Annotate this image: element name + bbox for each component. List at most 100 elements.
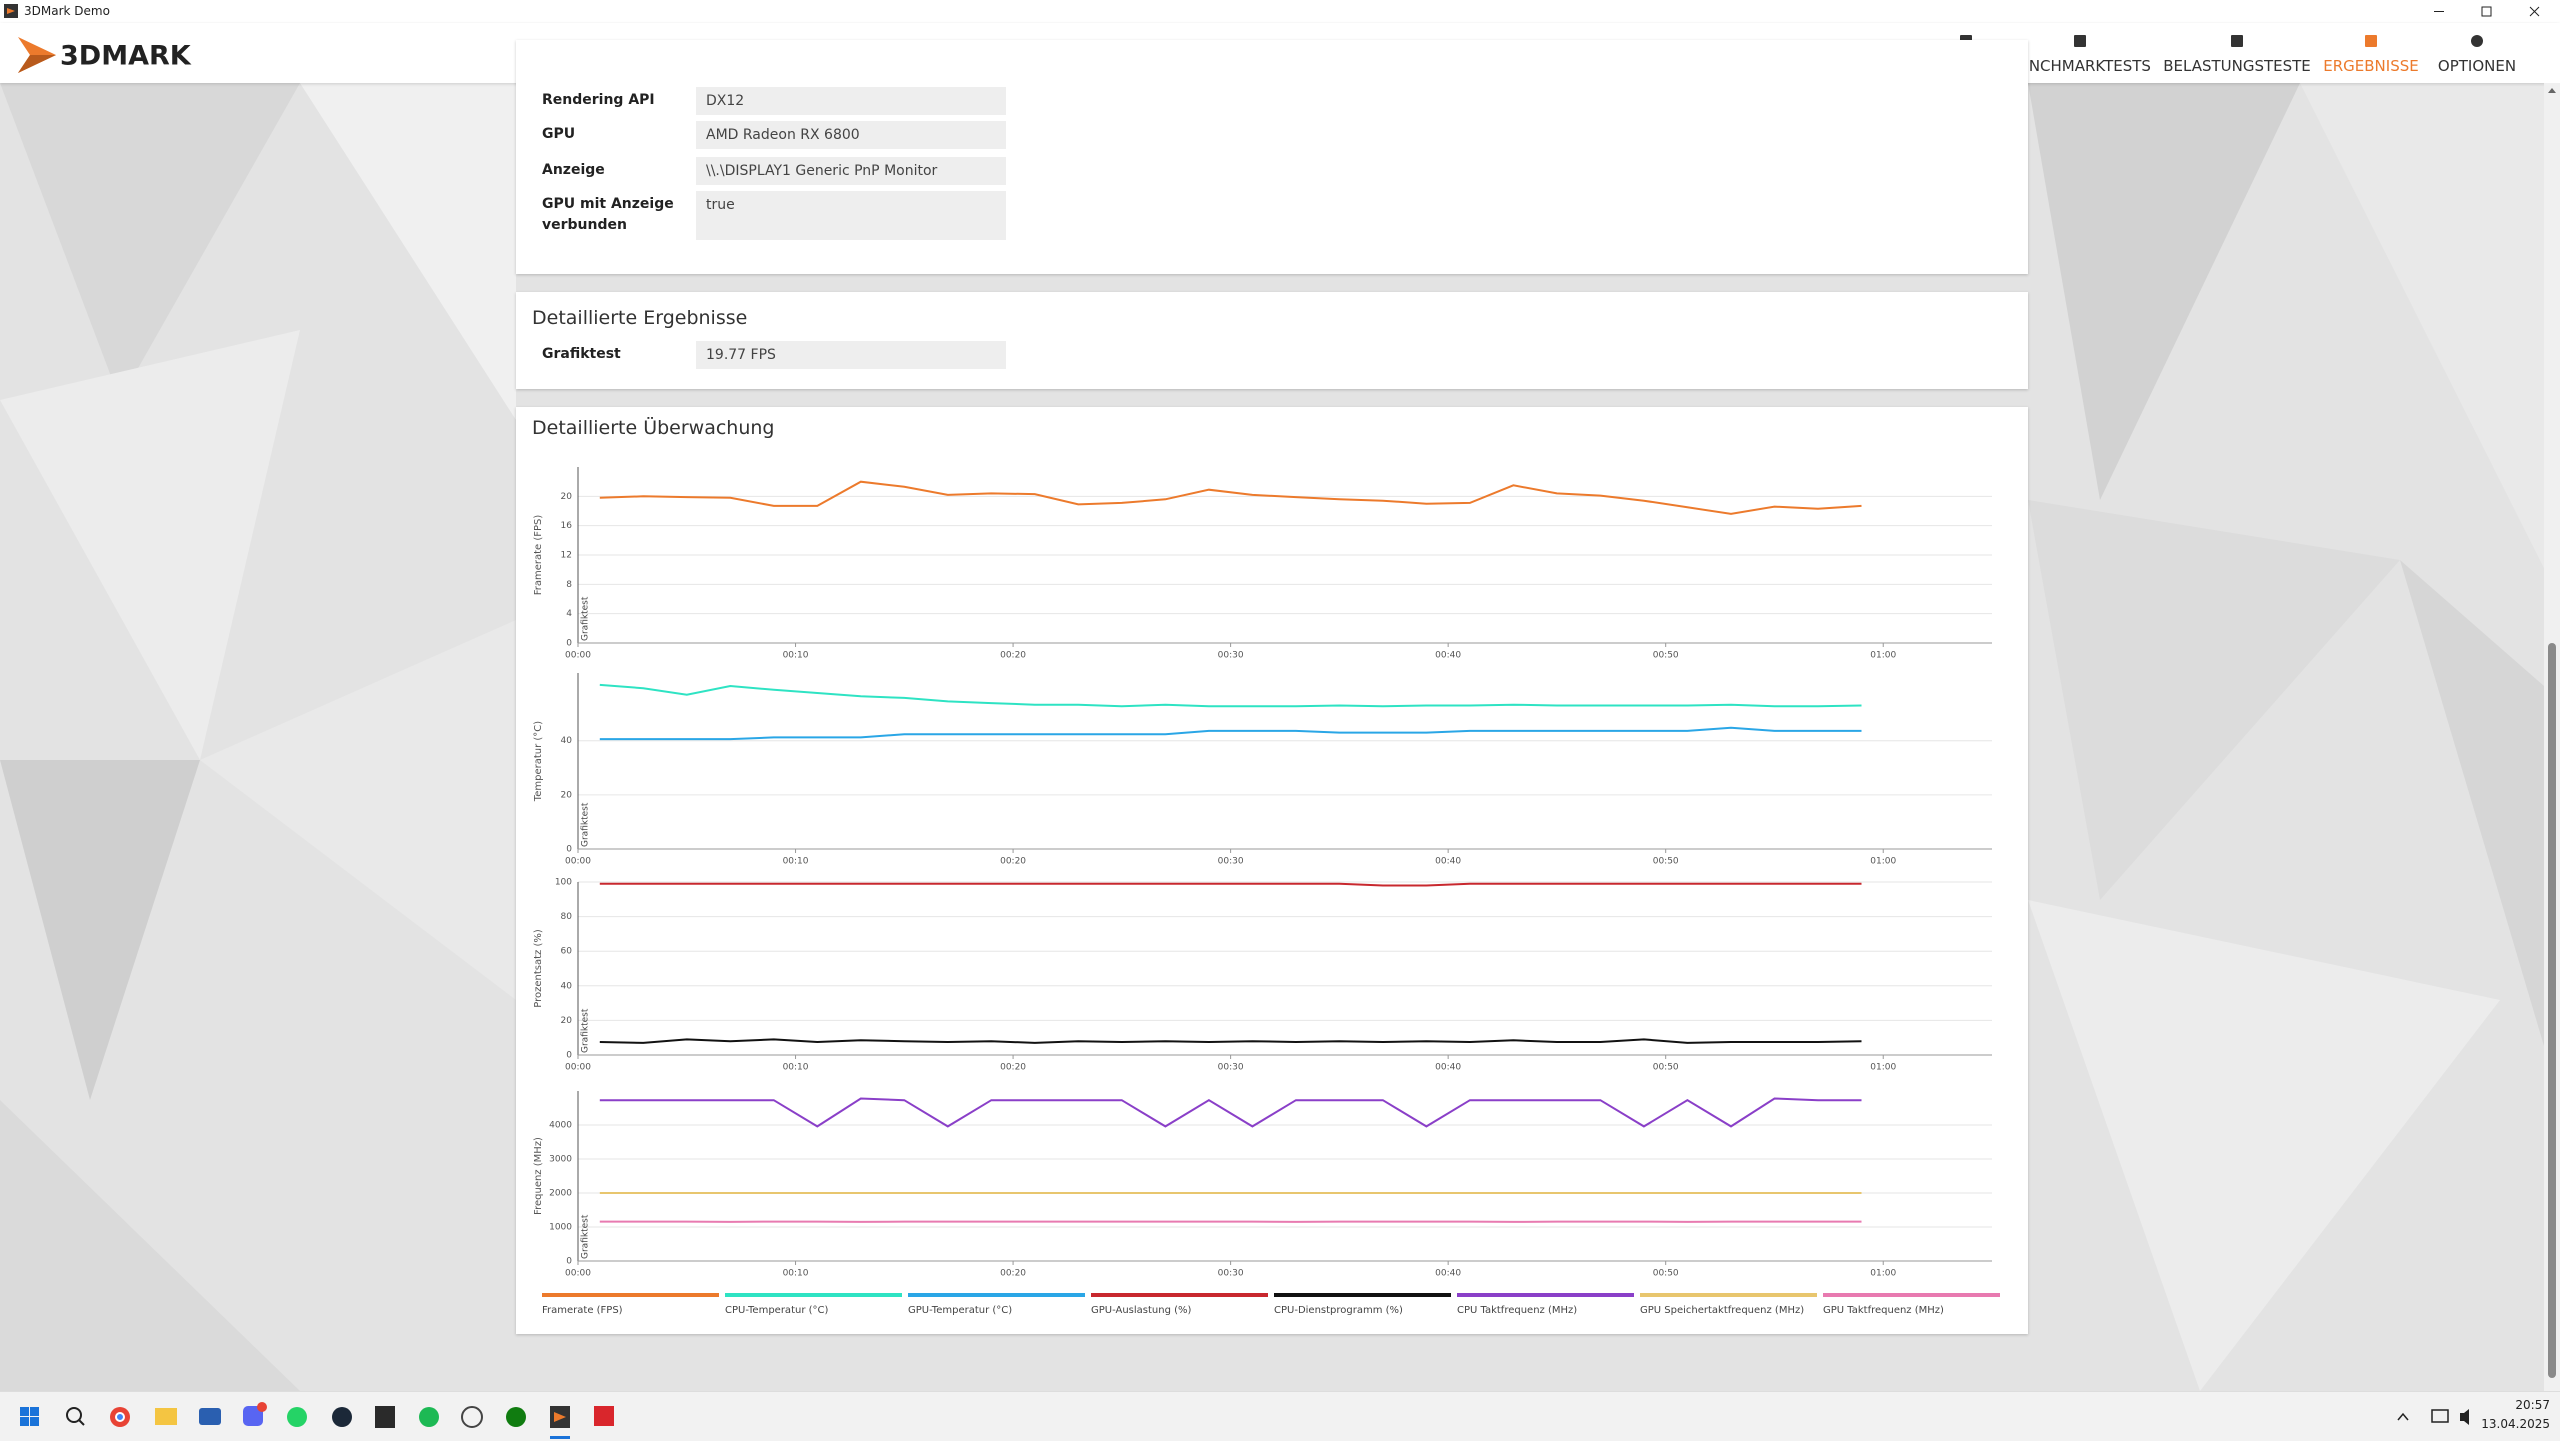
taskbar: 20:57 13.04.2025: [0, 1391, 2560, 1441]
legend-swatch: [542, 1293, 719, 1297]
series-line: [600, 1099, 1862, 1127]
x-tick-label: 00:20: [1000, 1063, 1026, 1073]
x-tick-label: 01:00: [1870, 1063, 1896, 1073]
x-tick-label: 00:20: [1000, 857, 1026, 867]
y-tick-label: 40: [561, 981, 573, 991]
y-tick-label: 0: [566, 1257, 572, 1267]
x-tick-label: 00:40: [1435, 1269, 1461, 1279]
legend-swatch: [725, 1293, 902, 1297]
y-tick-label: 20: [561, 1016, 573, 1026]
y-tick-label: 12: [561, 551, 572, 561]
nav-label: ERGEBNISSE: [2323, 57, 2418, 75]
x-tick-label: 00:00: [565, 1269, 591, 1279]
series-line: [600, 685, 1862, 706]
legend-label: CPU Taktfrequenz (MHz): [1457, 1305, 1577, 1316]
row-label: Anzeige: [542, 160, 682, 181]
y-tick-label: 20: [561, 492, 573, 502]
x-tick-label: 00:40: [1435, 651, 1461, 661]
x-tick-label: 00:00: [565, 651, 591, 661]
y-axis-label: Framerate (FPS): [533, 515, 544, 596]
legend-label: GPU Taktfrequenz (MHz): [1823, 1305, 1944, 1316]
x-tick-label: 00:20: [1000, 651, 1026, 661]
x-tick-label: 00:50: [1653, 651, 1679, 661]
x-tick-label: 01:00: [1870, 1269, 1896, 1279]
panel-title: Detaillierte Ergebnisse: [532, 307, 747, 329]
series-line: [600, 884, 1862, 886]
y-tick-label: 1000: [549, 1223, 572, 1233]
x-tick-label: 00:10: [783, 1063, 809, 1073]
nav-label: OPTIONEN: [2438, 57, 2516, 75]
row-label: Rendering API: [542, 90, 682, 111]
window-titlebar: 3DMark Demo: [0, 0, 2560, 23]
x-tick-label: 00:10: [783, 857, 809, 867]
y-tick-label: 3000: [549, 1155, 572, 1165]
row-value: true: [696, 191, 1006, 240]
nav-icon-shape: [2074, 35, 2086, 47]
y-tick-label: 8: [566, 580, 572, 590]
x-tick-label: 01:00: [1870, 651, 1896, 661]
y-tick-label: 0: [566, 845, 572, 855]
y-tick-label: 4000: [549, 1121, 572, 1131]
scrollbar[interactable]: [2544, 83, 2560, 1391]
section-label: Grafiktest: [581, 802, 591, 847]
row-value: AMD Radeon RX 6800: [696, 121, 1006, 149]
x-tick-label: 00:50: [1653, 857, 1679, 867]
legend-label: GPU Speichertaktfrequenz (MHz): [1640, 1305, 1804, 1316]
legend-swatch: [1823, 1293, 2000, 1297]
x-tick-label: 00:30: [1218, 651, 1244, 661]
y-tick-label: 20: [561, 790, 573, 800]
nav-icon: [2467, 31, 2487, 51]
logo[interactable]: 3DMARK: [16, 31, 236, 77]
x-tick-label: 00:50: [1653, 1063, 1679, 1073]
y-tick-label: 100: [555, 878, 572, 888]
y-axis-label: Frequenz (MHz): [533, 1137, 544, 1215]
app-icon: [4, 4, 18, 18]
nav-icon-shape: [2231, 35, 2243, 47]
y-tick-label: 16: [561, 521, 573, 531]
taskbar-icons[interactable]: [0, 1392, 700, 1441]
nav-icon: [2361, 31, 2381, 51]
x-tick-label: 00:40: [1435, 857, 1461, 867]
y-axis-label: Prozentsatz (%): [533, 929, 544, 1008]
y-tick-label: 4: [566, 609, 572, 619]
x-tick-label: 00:10: [783, 1269, 809, 1279]
legend-swatch: [1274, 1293, 1451, 1297]
legend-label: CPU-Dienstprogramm (%): [1274, 1305, 1403, 1316]
nav-icon-shape: [2365, 35, 2377, 47]
window-controls[interactable]: [2420, 0, 2560, 23]
nav-label: BELASTUNGSTESTE: [2163, 57, 2311, 75]
y-tick-label: 40: [561, 736, 573, 746]
legend-swatch: [1091, 1293, 1268, 1297]
y-tick-label: 0: [566, 639, 572, 649]
row-label: GPU: [542, 124, 682, 145]
series-line: [600, 482, 1862, 514]
row-value: DX12: [696, 87, 1006, 115]
row-value: \\.\DISPLAY1 Generic PnP Monitor: [696, 157, 1006, 185]
clock-time: 20:57: [2460, 1398, 2550, 1412]
x-tick-label: 01:00: [1870, 857, 1896, 867]
monitoring-charts: 0 4 8 12 16 20 00:00 00:10 00:20 00:30 00:40 00:50 0…: [516, 407, 2028, 1334]
x-tick-label: 00:30: [1218, 1063, 1244, 1073]
row-label: GPU mit Anzeige verbunden: [542, 194, 682, 236]
nav-icon: [2227, 31, 2247, 51]
x-tick-label: 00:30: [1218, 1269, 1244, 1279]
series-line: [600, 1039, 1862, 1043]
nav-label: BENCHMARKTESTS: [2009, 57, 2151, 75]
x-tick-label: 00:20: [1000, 1269, 1026, 1279]
series-line: [600, 728, 1862, 739]
y-tick-label: 60: [561, 947, 573, 957]
x-tick-label: 00:00: [565, 857, 591, 867]
nav-icon-shape: [2471, 35, 2483, 47]
section-label: Grafiktest: [581, 1008, 591, 1053]
x-tick-label: 00:10: [783, 651, 809, 661]
y-axis-label: Temperatur (°C): [533, 721, 544, 802]
y-tick-label: 80: [561, 912, 573, 922]
legend-swatch: [908, 1293, 1085, 1297]
x-tick-label: 00:00: [565, 1063, 591, 1073]
legend-label: Framerate (FPS): [542, 1305, 623, 1316]
section-label: Grafiktest: [581, 596, 591, 641]
legend-label: GPU-Temperatur (°C): [908, 1305, 1012, 1316]
x-tick-label: 00:30: [1218, 857, 1244, 867]
